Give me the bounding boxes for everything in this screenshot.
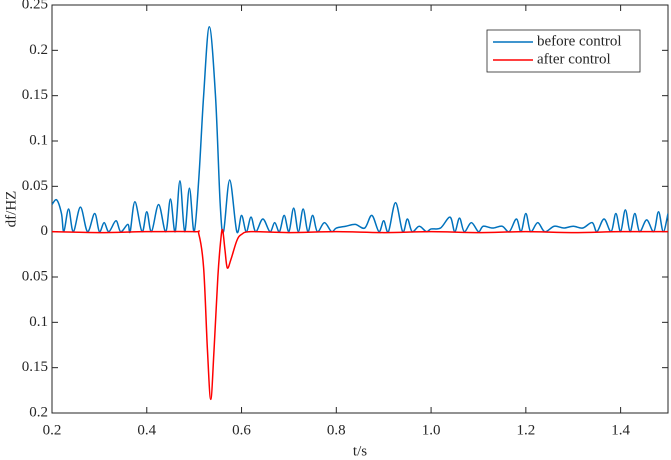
y-tick-label: 0.15 — [22, 87, 48, 103]
y-tick-label: 0.2 — [29, 404, 48, 420]
y-tick-label: 0.05 — [22, 178, 48, 194]
legend-label: before control — [537, 33, 622, 49]
x-axis-label: t/s — [353, 443, 367, 459]
data-line — [52, 26, 668, 234]
y-tick-label: 0.25 — [22, 0, 48, 12]
y-tick-label: 0.1 — [29, 132, 48, 148]
y-tick-label: 0.1 — [29, 314, 48, 330]
legend-label: after control — [537, 51, 611, 67]
y-tick-label: 0.15 — [22, 359, 48, 375]
x-tick-label: 0.2 — [43, 422, 62, 438]
plot-frame — [51, 4, 669, 414]
y-axis-label: df/HZ — [3, 191, 19, 228]
x-tick-label: 0.6 — [232, 422, 251, 438]
x-tick-label: 1.2 — [516, 422, 535, 438]
y-tick-label: 0.2 — [29, 42, 48, 58]
legend-box — [486, 29, 641, 73]
data-line — [52, 228, 668, 401]
x-tick-label: 1.4 — [611, 422, 630, 438]
x-tick-label: 0.8 — [327, 422, 346, 438]
y-tick-label: 0 — [41, 223, 49, 239]
x-tick-label: 0.4 — [137, 422, 156, 438]
y-tick-label: 0.05 — [22, 268, 48, 284]
x-tick-label: 1.0 — [422, 422, 441, 438]
